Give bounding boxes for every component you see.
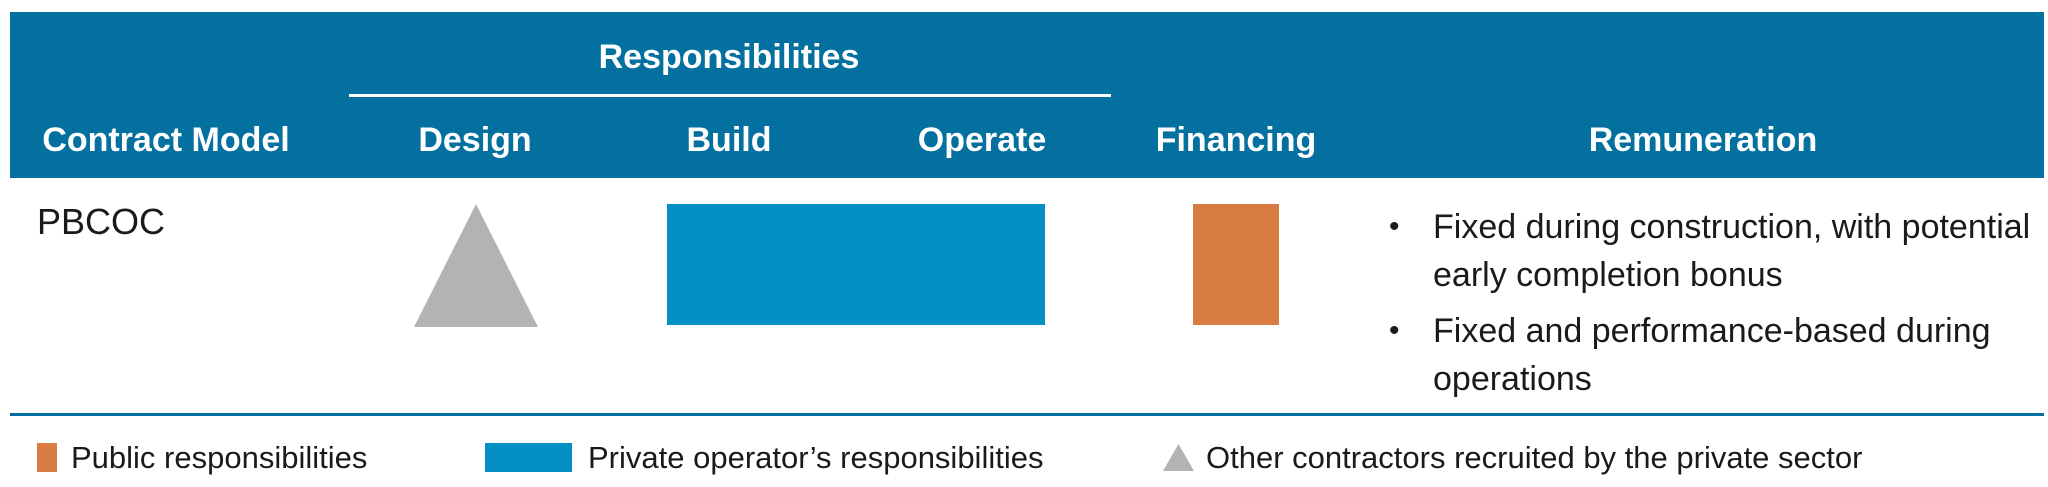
- legend-other-contractors-label: Other contractors recruited by the priva…: [1206, 439, 1863, 475]
- design-other-contractors-mark: [414, 204, 538, 327]
- column-header-design: Design: [418, 121, 532, 159]
- blue-rectangle-icon: [485, 442, 572, 472]
- bullet-icon: •: [1389, 210, 1400, 243]
- contract-model-cell: PBCOC: [37, 201, 166, 242]
- legend-private-operator-label: Private operator’s responsibilities: [588, 439, 1044, 475]
- build-operate-private-operator-mark: [667, 204, 1045, 325]
- orange-square-icon: [37, 442, 57, 472]
- column-header-financing: Financing: [1155, 121, 1317, 159]
- gray-triangle-icon: [1163, 443, 1194, 471]
- remuneration-item-text: Fixed during construction, with potentia…: [1433, 208, 2031, 294]
- legend-private-operator: Private operator’s responsibilities: [485, 440, 1043, 474]
- responsibilities-rule: [349, 94, 1111, 97]
- remuneration-item-text: Fixed and performance-based during opera…: [1433, 312, 1991, 398]
- legend-public-label: Public responsibilities: [71, 439, 368, 475]
- responsibilities-heading: Responsibilities: [598, 38, 860, 76]
- column-header-remuneration: Remuneration: [1588, 121, 1818, 159]
- bullet-icon: •: [1389, 314, 1400, 347]
- gray-triangle-icon: [414, 204, 538, 327]
- column-header-contract-model: Contract Model: [42, 121, 290, 159]
- remuneration-item: • Fixed and performance-based during ope…: [1385, 307, 2035, 403]
- legend-divider: [10, 413, 2044, 416]
- legend-other-contractors: Other contractors recruited by the priva…: [1163, 440, 1862, 474]
- remuneration-list: • Fixed during construction, with potent…: [1385, 203, 2035, 411]
- remuneration-item: • Fixed during construction, with potent…: [1385, 203, 2035, 299]
- legend-public: Public responsibilities: [37, 440, 367, 474]
- financing-public-mark: [1193, 204, 1279, 325]
- column-header-operate: Operate: [917, 121, 1047, 159]
- column-header-build: Build: [686, 121, 772, 159]
